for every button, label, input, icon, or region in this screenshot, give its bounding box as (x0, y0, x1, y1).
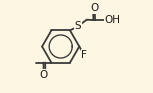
Text: OH: OH (104, 15, 120, 25)
Text: O: O (91, 3, 99, 13)
Text: O: O (40, 70, 48, 80)
Text: S: S (75, 21, 81, 31)
Text: F: F (81, 50, 87, 60)
